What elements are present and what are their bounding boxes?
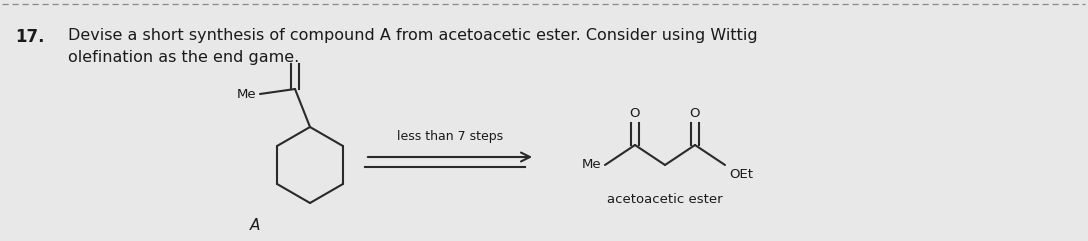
Text: O: O [690,107,701,120]
Text: olefination as the end game.: olefination as the end game. [67,50,299,65]
Text: 17.: 17. [15,28,45,46]
Text: OEt: OEt [729,168,753,181]
Text: acetoacetic ester: acetoacetic ester [607,193,722,206]
Text: Devise a short synthesis of compound A from acetoacetic ester. Consider using Wi: Devise a short synthesis of compound A f… [67,28,757,43]
Text: Me: Me [581,159,601,172]
Text: A: A [250,218,260,233]
Text: less than 7 steps: less than 7 steps [397,130,503,143]
Text: O: O [630,107,640,120]
Text: Me: Me [236,87,256,100]
